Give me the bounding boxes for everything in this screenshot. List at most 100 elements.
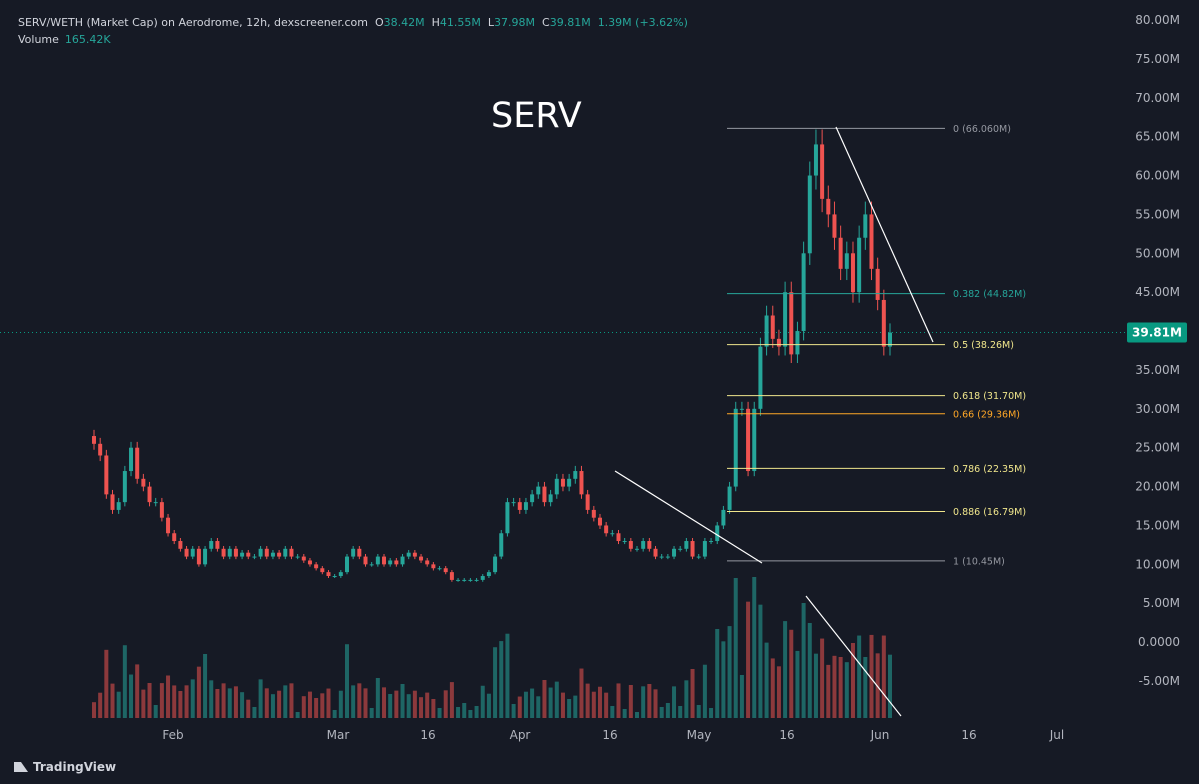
candle-body <box>715 525 720 542</box>
candle-body <box>425 560 430 565</box>
price-tick-label: 50.00M <box>1135 246 1180 260</box>
volume-bar <box>517 696 522 718</box>
time-tick-label: Jul <box>1049 728 1064 742</box>
volume-bar <box>233 686 238 718</box>
candle-body <box>721 509 726 526</box>
volume-bar <box>431 699 436 718</box>
trendlines[interactable] <box>614 126 934 717</box>
candle-body <box>826 198 831 215</box>
candle-body <box>92 436 96 444</box>
candle-body <box>406 552 411 557</box>
candle-body <box>844 253 849 269</box>
candle-body <box>795 331 800 355</box>
volume-bar <box>141 689 146 718</box>
candle-body <box>233 548 238 557</box>
volume-bar <box>419 697 424 718</box>
candle-body <box>536 486 541 495</box>
fib-retracement[interactable]: 0 (66.060M) 0.382 (44.82M) 0.5 (38.26M) 0.6… <box>727 124 1026 567</box>
volume-bar <box>147 683 152 718</box>
volume-bar <box>166 675 171 718</box>
volume-bar <box>838 657 843 718</box>
time-tick-label: 16 <box>602 728 617 742</box>
price-tick-label: 55.00M <box>1135 207 1180 221</box>
volume-bar <box>264 688 269 718</box>
trend-line <box>614 470 763 564</box>
candle-body <box>369 564 374 566</box>
candle-body <box>665 556 670 558</box>
candle-body <box>474 579 479 581</box>
volume-bar <box>178 691 183 718</box>
volume-bar <box>301 696 306 718</box>
volume-bar <box>727 626 732 718</box>
price-tick-label: -5.00M <box>1139 674 1180 688</box>
volume-bar <box>289 683 294 718</box>
candle-body <box>240 552 245 557</box>
candle-body <box>567 478 572 487</box>
fib-level-label: 0.66 (29.36M) <box>953 409 1020 420</box>
candle-body <box>672 548 677 557</box>
candle-body <box>332 576 337 578</box>
candle-body <box>635 548 640 550</box>
tradingview-icon <box>14 762 28 772</box>
tradingview-logo[interactable]: TradingView <box>14 760 116 774</box>
time-tick-label: 16 <box>961 728 976 742</box>
volume-bar <box>702 664 707 718</box>
candle-body <box>258 548 263 557</box>
candle-body <box>573 471 578 479</box>
candle-body <box>412 552 417 557</box>
candle-body <box>863 214 868 238</box>
volume-bar <box>92 702 96 718</box>
volume-bar <box>635 712 640 718</box>
time-axis[interactable]: Feb Mar 16 Apr 16 May 16 Jun 16 Jul <box>162 728 1064 742</box>
candle-body <box>801 253 806 332</box>
volume-bar <box>523 691 528 718</box>
volume-bar <box>560 692 565 718</box>
volume-bar <box>190 679 195 718</box>
close-value: 39.81M <box>549 16 591 29</box>
volume-bar <box>591 691 596 718</box>
candle-body <box>628 541 633 549</box>
volume-bar <box>530 688 535 718</box>
candle-body <box>196 548 201 565</box>
volume-bar <box>881 635 886 718</box>
fib-level-label: 0.886 (16.79M) <box>953 507 1026 518</box>
volume-bar <box>573 695 578 718</box>
volume-bar <box>511 704 516 718</box>
volume-bar <box>314 698 319 718</box>
time-tick-label: Feb <box>162 728 183 742</box>
candle-body <box>449 572 454 580</box>
volume-bar <box>567 699 572 718</box>
candle-body <box>129 447 134 472</box>
price-tick-label: 60.00M <box>1135 169 1180 183</box>
volume-bar <box>869 634 874 718</box>
time-tick-label: Apr <box>510 728 531 742</box>
candle-body <box>252 556 257 558</box>
volume-bar <box>715 629 720 718</box>
candle-body <box>338 572 343 577</box>
high-value: 41.55M <box>439 16 481 29</box>
candle-body <box>776 338 781 347</box>
fib-level-label: 1 (10.45M) <box>953 556 1005 567</box>
volume-bar <box>499 641 504 718</box>
price-tick-label: 45.00M <box>1135 285 1180 299</box>
volume-bar <box>863 657 868 718</box>
price-axis[interactable]: 80.00M 75.00M 70.00M 65.00M 60.00M 55.00M 50.0… <box>1135 13 1180 688</box>
candle-body <box>857 237 862 293</box>
candle-body <box>147 486 152 503</box>
volume-bar <box>437 708 442 718</box>
volume-bar <box>764 642 769 718</box>
candle-body <box>344 556 349 573</box>
volume-bar <box>857 635 862 718</box>
candle-body <box>104 455 109 495</box>
candle-body <box>375 556 380 565</box>
volume-bar <box>382 687 387 718</box>
candle-body <box>647 541 652 549</box>
volume-bar <box>474 706 479 718</box>
candle-body <box>875 268 880 300</box>
candle-body <box>597 517 602 526</box>
volume-bar <box>721 641 726 718</box>
price-tick-label: 35.00M <box>1135 363 1180 377</box>
volume-bar <box>758 604 763 718</box>
volume-bar <box>770 658 775 718</box>
